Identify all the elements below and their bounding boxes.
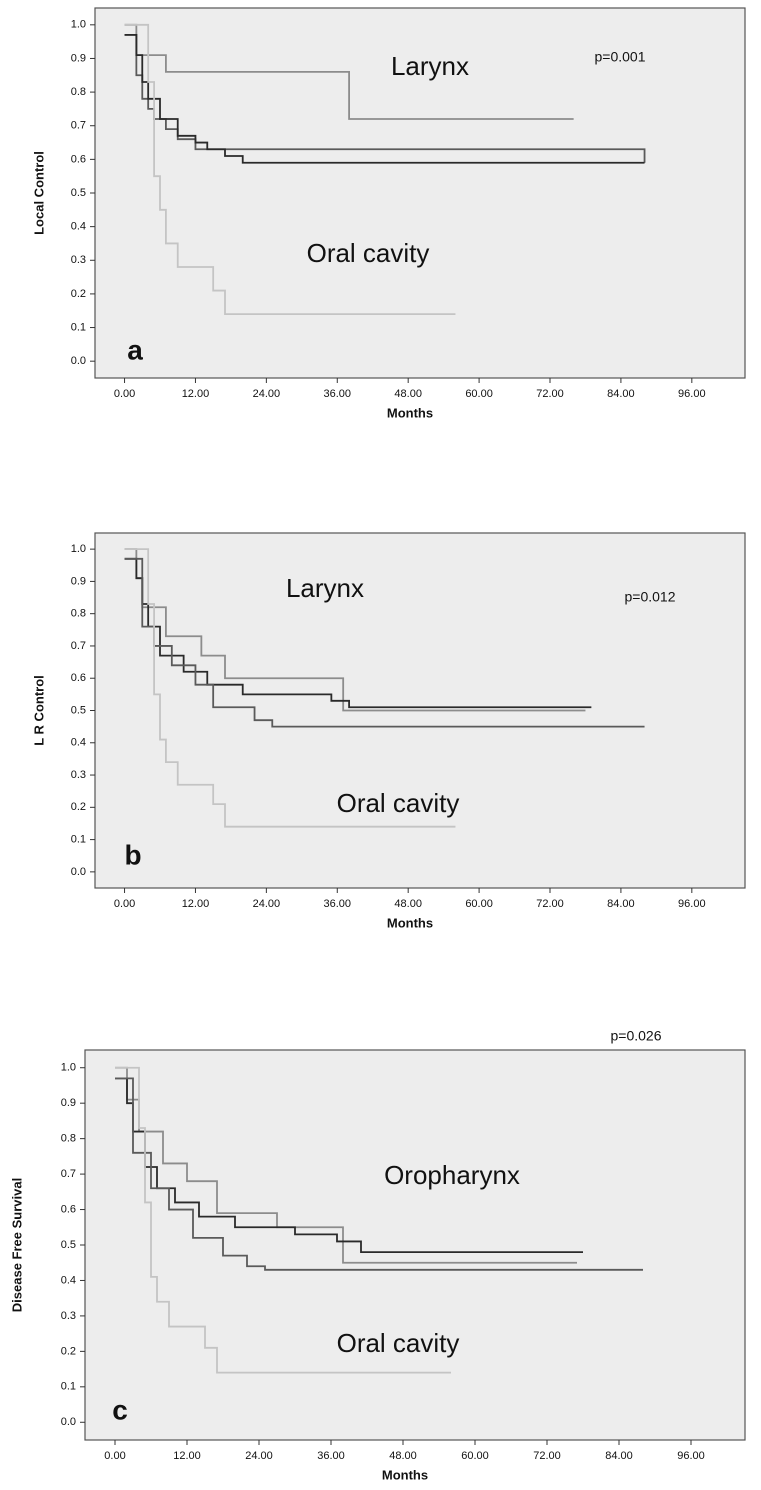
x-tick-label: 48.00 bbox=[394, 898, 422, 910]
y-tick-label: 1.0 bbox=[61, 1062, 76, 1074]
panel-letter: c bbox=[112, 1394, 128, 1425]
y-tick-label: 0.3 bbox=[61, 1310, 76, 1322]
x-tick-label: 12.00 bbox=[182, 898, 210, 910]
curve-label: Larynx bbox=[286, 573, 364, 603]
curve-label: Oral cavity bbox=[337, 788, 460, 818]
y-tick-label: 0.2 bbox=[71, 288, 86, 300]
y-tick-label: 1.0 bbox=[71, 543, 86, 555]
x-tick-label: 72.00 bbox=[536, 898, 564, 910]
x-tick-label: 96.00 bbox=[678, 388, 706, 400]
plot-area bbox=[94, 7, 746, 379]
y-tick-label: 0.9 bbox=[71, 52, 86, 64]
y-tick-label: 0.9 bbox=[71, 575, 86, 587]
x-axis-title: Months bbox=[382, 1467, 428, 1482]
survival-curve bbox=[115, 1066, 451, 1374]
y-tick-label: 0.6 bbox=[71, 672, 86, 684]
x-tick-label: 60.00 bbox=[465, 388, 493, 400]
y-tick-label: 0.1 bbox=[71, 321, 86, 333]
survival-curve bbox=[124, 23, 456, 315]
x-tick-label: 72.00 bbox=[533, 1450, 561, 1462]
x-tick-label: 36.00 bbox=[324, 388, 352, 400]
y-tick-label: 0.8 bbox=[61, 1133, 76, 1145]
x-tick-label: 84.00 bbox=[607, 898, 635, 910]
y-tick-label: 0.2 bbox=[71, 801, 86, 813]
x-tick-label: 0.00 bbox=[114, 388, 135, 400]
x-tick-label: 96.00 bbox=[677, 1450, 705, 1462]
x-tick-label: 84.00 bbox=[605, 1450, 633, 1462]
y-tick-label: 1.0 bbox=[71, 19, 86, 31]
x-tick-label: 24.00 bbox=[245, 1450, 273, 1462]
y-tick-label: 0.5 bbox=[71, 704, 86, 716]
y-tick-label: 0.8 bbox=[71, 86, 86, 98]
x-tick-label: 60.00 bbox=[465, 898, 493, 910]
y-axis-title: L R Control bbox=[31, 675, 46, 746]
x-tick-label: 24.00 bbox=[253, 388, 281, 400]
survival-curve bbox=[124, 34, 645, 164]
p-value: p=0.026 bbox=[611, 1028, 662, 1044]
y-tick-label: 0.0 bbox=[61, 1416, 76, 1428]
x-tick-label: 96.00 bbox=[678, 898, 706, 910]
y-tick-label: 0.4 bbox=[71, 221, 86, 233]
y-tick-label: 0.3 bbox=[71, 769, 86, 781]
y-tick-label: 0.7 bbox=[61, 1168, 76, 1180]
plot-area bbox=[84, 1049, 746, 1441]
y-tick-label: 0.2 bbox=[61, 1345, 76, 1357]
x-tick-label: 0.00 bbox=[114, 898, 135, 910]
y-tick-label: 0.4 bbox=[61, 1274, 76, 1286]
survival-curve bbox=[124, 557, 645, 728]
y-tick-label: 0.7 bbox=[71, 120, 86, 132]
panel-letter: a bbox=[127, 334, 143, 365]
p-value: p=0.012 bbox=[625, 589, 676, 605]
curve-label: Oral cavity bbox=[337, 1328, 460, 1358]
survival-curve bbox=[124, 548, 456, 828]
x-tick-label: 60.00 bbox=[461, 1450, 489, 1462]
y-tick-label: 0.1 bbox=[71, 833, 86, 845]
x-tick-label: 72.00 bbox=[536, 388, 564, 400]
curve-label: Oropharynx bbox=[384, 1160, 520, 1190]
p-value: p=0.001 bbox=[595, 49, 646, 65]
x-tick-label: 12.00 bbox=[173, 1450, 201, 1462]
survival-curve bbox=[115, 1077, 643, 1271]
y-tick-label: 0.8 bbox=[71, 608, 86, 620]
x-tick-label: 48.00 bbox=[389, 1450, 417, 1462]
x-tick-label: 36.00 bbox=[317, 1450, 345, 1462]
y-tick-label: 0.0 bbox=[71, 866, 86, 878]
y-tick-label: 0.1 bbox=[61, 1381, 76, 1393]
curve-label: Larynx bbox=[391, 51, 469, 81]
y-tick-label: 0.5 bbox=[61, 1239, 76, 1251]
x-tick-label: 12.00 bbox=[182, 388, 210, 400]
y-tick-label: 0.6 bbox=[71, 153, 86, 165]
x-axis-title: Months bbox=[387, 405, 433, 420]
x-axis-title: Months bbox=[387, 915, 433, 930]
y-tick-label: 0.3 bbox=[71, 254, 86, 266]
panel-letter: b bbox=[124, 839, 141, 870]
y-tick-label: 0.0 bbox=[71, 355, 86, 367]
y-axis-title: Disease Free Survival bbox=[9, 1178, 24, 1312]
survival-curve bbox=[124, 23, 574, 120]
x-tick-label: 0.00 bbox=[104, 1450, 125, 1462]
x-tick-label: 48.00 bbox=[394, 388, 422, 400]
curve-label: Oral cavity bbox=[307, 238, 430, 268]
x-tick-label: 36.00 bbox=[324, 898, 352, 910]
y-tick-label: 0.6 bbox=[61, 1203, 76, 1215]
x-tick-label: 84.00 bbox=[607, 388, 635, 400]
x-tick-label: 24.00 bbox=[253, 898, 281, 910]
y-tick-label: 0.5 bbox=[71, 187, 86, 199]
y-tick-label: 0.7 bbox=[71, 640, 86, 652]
y-tick-label: 0.4 bbox=[71, 737, 86, 749]
y-axis-title: Local Control bbox=[31, 151, 46, 235]
y-tick-label: 0.9 bbox=[61, 1097, 76, 1109]
